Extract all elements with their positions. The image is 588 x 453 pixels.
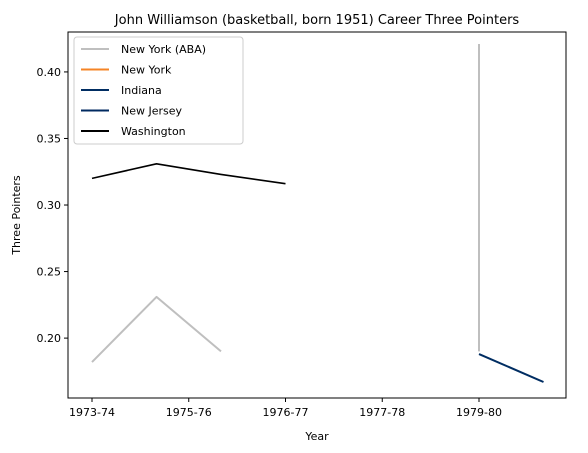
y-axis: 0.20 0.25 0.30 0.35 0.40 <box>37 66 68 345</box>
legend-label: Indiana <box>121 84 162 97</box>
plot-frame <box>67 31 567 399</box>
legend-label: Washington <box>121 125 186 138</box>
plot-area <box>91 44 544 383</box>
legend-label: New York (ABA) <box>121 43 206 56</box>
x-tick-label: 1977-78 <box>359 406 405 419</box>
x-tick-label: 1975-76 <box>166 406 212 419</box>
legend-box <box>73 36 244 145</box>
x-tick-label: 1979-80 <box>456 406 502 419</box>
x-axis: 1973-74 1975-76 1976-77 1977-78 1979-80 <box>69 398 502 419</box>
x-axis-label: Year <box>304 430 329 443</box>
legend-label: New Jersey <box>121 105 183 118</box>
x-tick-label: 1973-74 <box>69 406 115 419</box>
series-line <box>478 353 544 383</box>
legend: New York (ABA) New York Indiana New Jersey W… <box>73 36 244 145</box>
y-tick-label: 0.20 <box>37 332 62 345</box>
y-tick-label: 0.35 <box>37 132 62 145</box>
x-tick-label: 1976-77 <box>263 406 309 419</box>
series-line <box>91 295 222 363</box>
series-line <box>91 163 286 185</box>
y-tick-label: 0.25 <box>37 266 62 279</box>
y-tick-label: 0.30 <box>37 199 62 212</box>
y-tick-label: 0.40 <box>37 66 62 79</box>
y-axis-label: Three Pointers <box>10 175 23 256</box>
chart-title: John Williamson (basketball, born 1951) … <box>114 13 520 28</box>
legend-label: New York <box>121 64 172 77</box>
